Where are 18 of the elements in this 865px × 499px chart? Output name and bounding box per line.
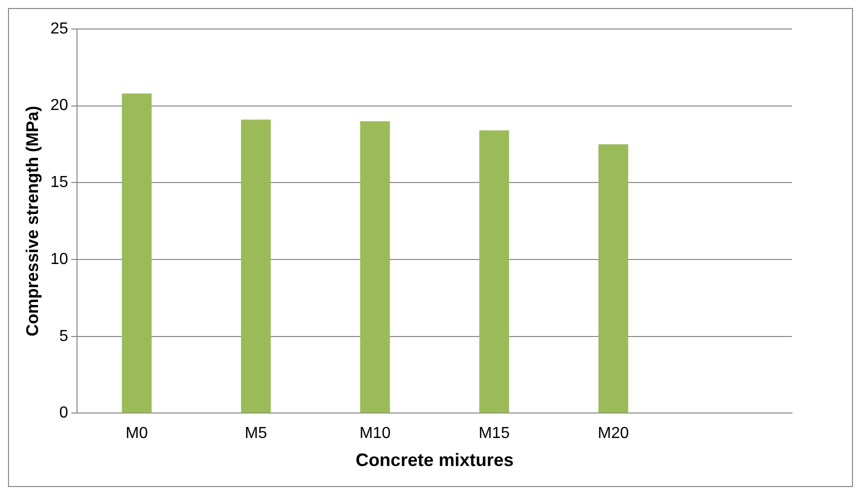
- x-tick-label: M15: [478, 425, 510, 442]
- bar: [360, 121, 390, 413]
- y-tick-label: 15: [50, 174, 68, 192]
- x-tick-label: M5: [244, 425, 268, 442]
- bar: [598, 144, 628, 413]
- y-tick-label: 10: [50, 250, 68, 268]
- y-tick-label: 25: [50, 20, 68, 38]
- x-axis-title: Concrete mixtures: [356, 450, 514, 470]
- bar: [479, 130, 510, 413]
- y-tick-label: 0: [59, 404, 68, 422]
- x-tick-label: M0: [126, 425, 148, 442]
- y-tick-label: 5: [59, 328, 68, 345]
- bar: [241, 120, 271, 413]
- bar: [122, 94, 152, 413]
- x-tick-label: M20: [598, 425, 629, 442]
- y-tick-label: 20: [50, 97, 68, 114]
- y-axis-title: Compressive strength (MPa): [22, 106, 42, 336]
- x-tick-label: M10: [359, 425, 391, 442]
